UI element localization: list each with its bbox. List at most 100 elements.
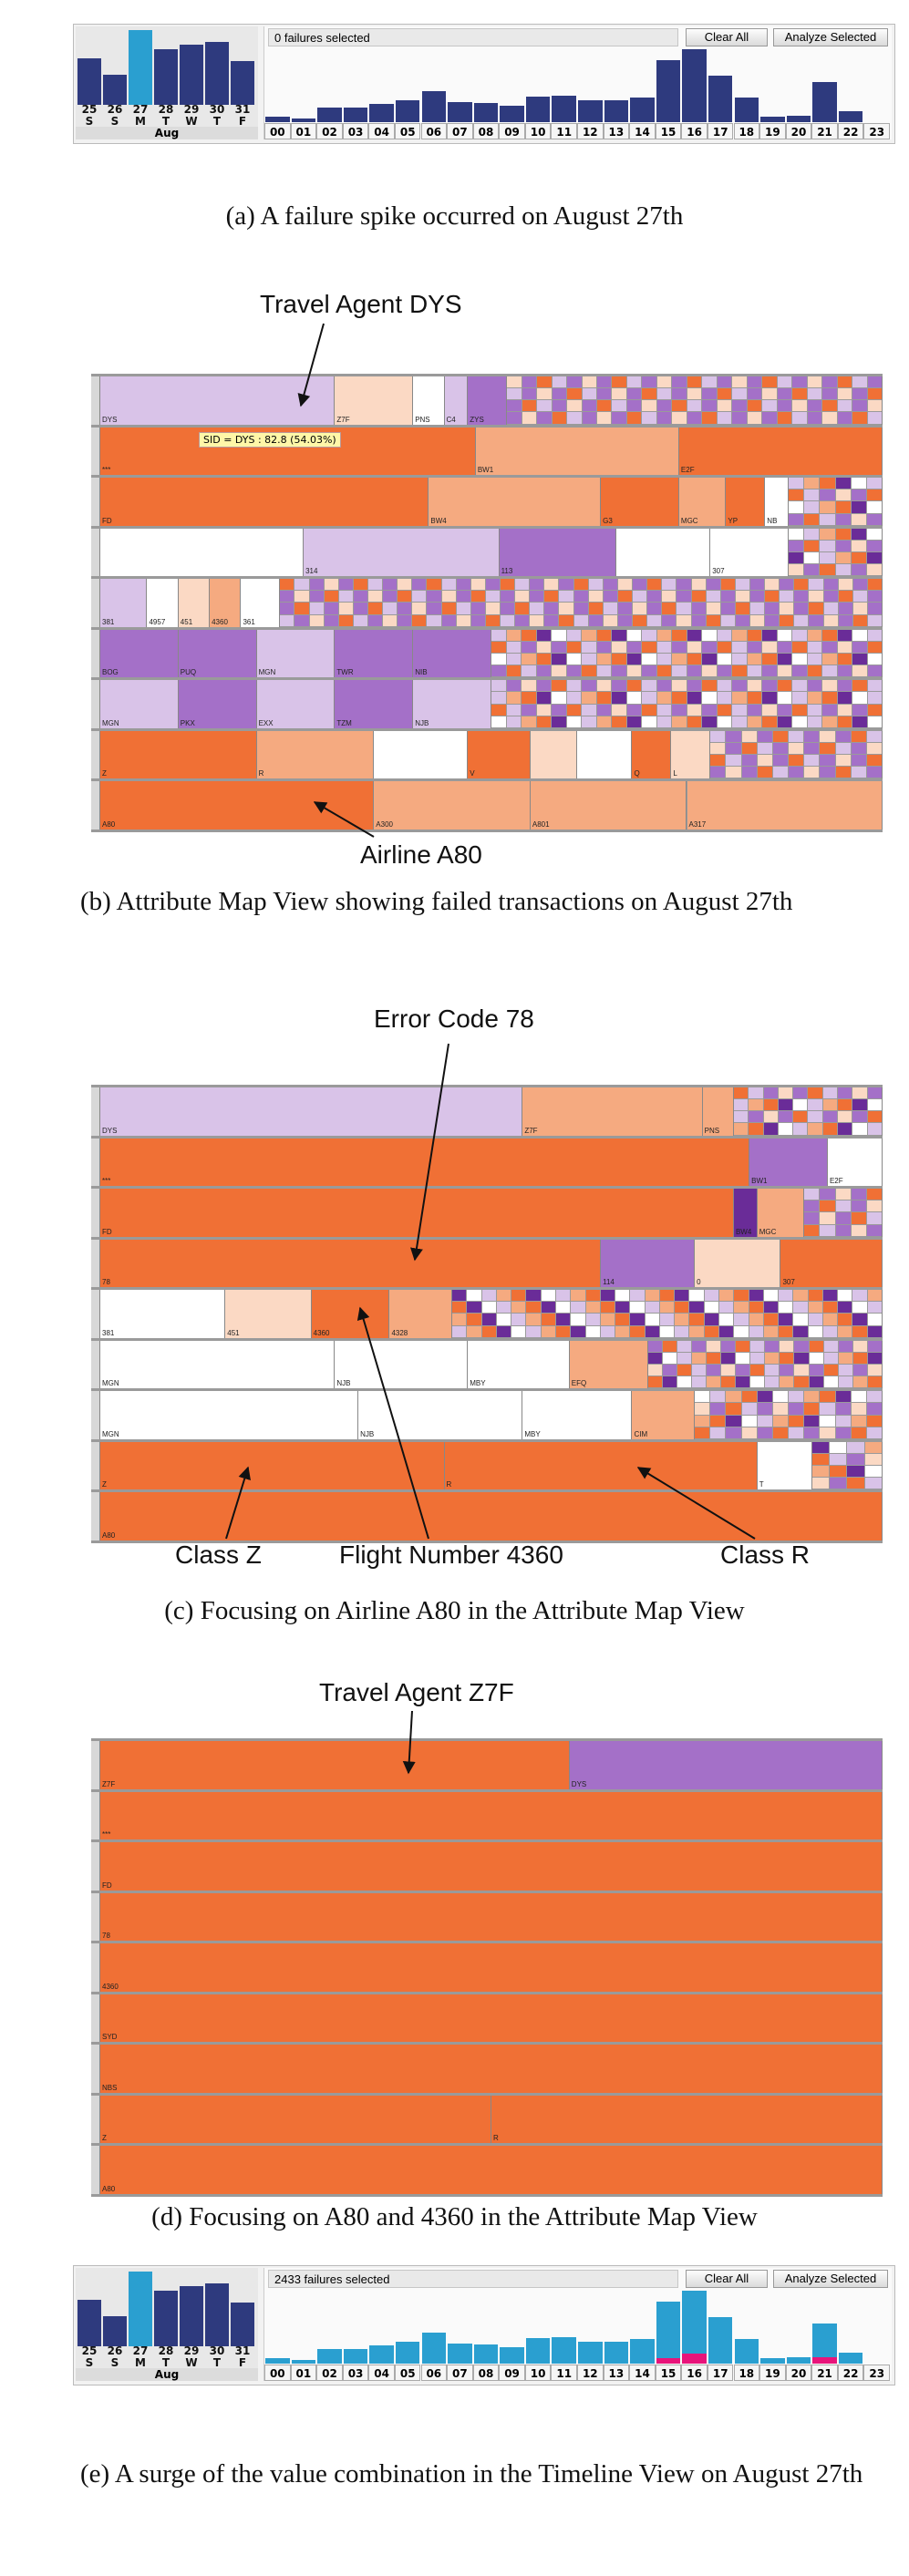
small-value-cell[interactable] [835, 743, 851, 755]
attribute-value-cell[interactable]: 4360 [311, 1290, 390, 1338]
small-value-cell[interactable] [852, 654, 867, 665]
hour-bar-05[interactable] [395, 2341, 420, 2364]
small-value-cell[interactable] [851, 755, 866, 767]
small-value-cell[interactable] [851, 1403, 866, 1415]
small-value-cell[interactable] [736, 1376, 750, 1388]
hour-bar-10[interactable] [525, 2338, 551, 2364]
small-value-cell[interactable] [804, 528, 820, 540]
small-value-cell[interactable] [522, 692, 536, 704]
small-value-cell[interactable] [427, 614, 441, 626]
small-value-cell[interactable] [626, 704, 641, 716]
small-value-cell[interactable] [647, 591, 662, 603]
small-value-cell[interactable] [672, 716, 687, 727]
attribute-value-cell[interactable]: C4 [444, 376, 469, 425]
small-value-cell[interactable] [772, 1403, 789, 1415]
small-value-cell[interactable] [809, 579, 823, 591]
small-value-cell[interactable] [747, 412, 762, 424]
small-value-cell[interactable] [689, 1290, 704, 1302]
small-value-cell[interactable] [807, 692, 821, 704]
small-value-cell[interactable] [672, 641, 687, 654]
hour-bar-17[interactable] [708, 75, 733, 122]
hour-bar-02[interactable] [317, 108, 342, 122]
attribute-value-cell[interactable]: BW1 [475, 427, 679, 476]
small-value-cell[interactable] [536, 680, 551, 692]
attribute-value-cell[interactable]: 451 [178, 579, 211, 627]
hour-bar-06[interactable] [421, 90, 447, 122]
small-value-cell[interactable] [838, 1123, 852, 1135]
row-collapse-handle[interactable] [91, 1087, 100, 1136]
small-value-cell[interactable] [793, 1087, 808, 1099]
small-value-cell[interactable] [835, 1403, 851, 1415]
row-collapse-handle[interactable] [91, 781, 100, 829]
small-value-cell[interactable] [736, 1340, 750, 1352]
small-value-cell[interactable] [612, 641, 626, 654]
small-value-cell[interactable] [633, 591, 647, 603]
small-value-cell[interactable] [838, 1099, 852, 1111]
small-value-cell[interactable] [835, 1189, 851, 1200]
attribute-value-cell[interactable]: FD [100, 478, 429, 526]
small-value-cell[interactable] [763, 1099, 778, 1111]
small-value-cell[interactable] [741, 730, 757, 742]
small-value-cell[interactable] [741, 767, 757, 778]
hour-bar-03[interactable] [343, 108, 368, 122]
small-value-cell[interactable] [452, 1325, 467, 1337]
small-value-cell[interactable] [659, 1314, 675, 1325]
small-value-cell[interactable] [867, 1099, 882, 1111]
attribute-value-cell[interactable] [733, 1087, 883, 1136]
small-value-cell[interactable] [804, 743, 820, 755]
small-value-cell[interactable] [691, 603, 706, 614]
small-value-cell[interactable] [556, 1290, 571, 1302]
small-value-cell[interactable] [672, 692, 687, 704]
small-value-cell[interactable] [867, 1290, 882, 1302]
small-value-cell[interactable] [677, 603, 691, 614]
small-value-cell[interactable] [749, 579, 765, 591]
small-value-cell[interactable] [835, 513, 851, 525]
attribute-value-cell[interactable]: 361 [241, 579, 281, 627]
small-value-cell[interactable] [726, 1391, 741, 1403]
small-value-cell[interactable] [732, 629, 747, 641]
small-value-cell[interactable] [807, 412, 822, 424]
small-value-cell[interactable] [427, 579, 441, 591]
small-value-cell[interactable] [735, 603, 749, 614]
small-value-cell[interactable] [851, 743, 866, 755]
small-value-cell[interactable] [702, 665, 717, 677]
small-value-cell[interactable] [732, 704, 747, 716]
small-value-cell[interactable] [522, 629, 536, 641]
small-value-cell[interactable] [793, 1302, 808, 1314]
small-value-cell[interactable] [779, 1325, 793, 1337]
small-value-cell[interactable] [741, 1403, 757, 1415]
small-value-cell[interactable] [383, 614, 398, 626]
small-value-cell[interactable] [794, 591, 809, 603]
small-value-cell[interactable] [702, 692, 717, 704]
small-value-cell[interactable] [765, 1376, 780, 1388]
attribute-value-cell[interactable]: 113 [499, 528, 617, 577]
small-value-cell[interactable] [747, 680, 761, 692]
small-value-cell[interactable] [852, 680, 867, 692]
small-value-cell[interactable] [704, 1302, 718, 1314]
attribute-value-cell[interactable] [530, 730, 578, 779]
small-value-cell[interactable] [544, 579, 559, 591]
small-value-cell[interactable] [485, 614, 501, 626]
small-value-cell[interactable] [804, 551, 820, 564]
small-value-cell[interactable] [763, 1123, 778, 1135]
analyze-selected-button[interactable]: Analyze Selected [773, 2270, 888, 2288]
small-value-cell[interactable] [837, 680, 852, 692]
small-value-cell[interactable] [571, 1290, 585, 1302]
small-value-cell[interactable] [794, 1352, 809, 1365]
attribute-value-cell[interactable]: 314 [304, 528, 500, 577]
row-collapse-handle[interactable] [91, 730, 100, 779]
small-value-cell[interactable] [687, 412, 702, 424]
small-value-cell[interactable] [552, 641, 566, 654]
small-value-cell[interactable] [851, 551, 866, 564]
small-value-cell[interactable] [765, 591, 780, 603]
small-value-cell[interactable] [772, 743, 789, 755]
small-value-cell[interactable] [822, 412, 837, 424]
small-value-cell[interactable] [585, 1290, 600, 1302]
small-value-cell[interactable] [820, 1391, 835, 1403]
small-value-cell[interactable] [732, 388, 747, 400]
small-value-cell[interactable] [726, 743, 741, 755]
small-value-cell[interactable] [717, 376, 732, 388]
small-value-cell[interactable] [820, 1403, 835, 1415]
small-value-cell[interactable] [777, 654, 791, 665]
small-value-cell[interactable] [626, 665, 641, 677]
